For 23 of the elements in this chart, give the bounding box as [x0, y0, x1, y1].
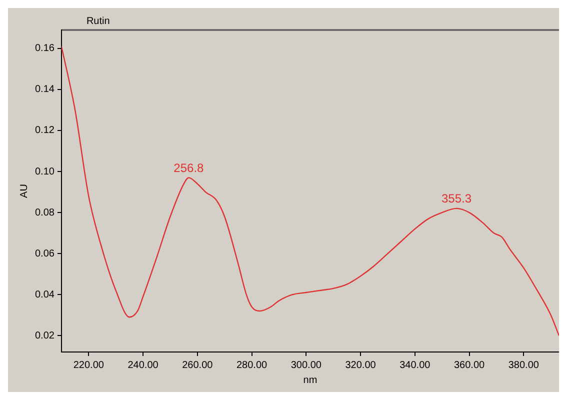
x-tick-label: 380.00 — [508, 360, 540, 371]
chart-title: Rutin — [86, 16, 110, 27]
x-tick-label: 340.00 — [400, 360, 431, 371]
y-tick-label: 0.14 — [34, 84, 55, 96]
x-tick-label: 300.00 — [290, 360, 322, 371]
line-series — [61, 46, 559, 336]
y-tick-label: 0.16 — [34, 43, 55, 54]
y-axis-title: AU — [18, 184, 30, 198]
x-tick-label: 220.00 — [73, 360, 104, 371]
y-tick-label: 0.12 — [34, 125, 55, 136]
x-tick-label: 360.00 — [454, 360, 486, 371]
annotation: 355.3 — [441, 192, 472, 206]
x-tick-label: 260.00 — [182, 360, 214, 371]
y-tick-label: 0.08 — [34, 207, 55, 218]
y-tick-label: 0.04 — [34, 289, 55, 300]
y-tick-label: 0.02 — [34, 330, 55, 342]
y-tick-label: 0.10 — [34, 166, 55, 178]
x-tick-label: 240.00 — [128, 360, 159, 371]
annotation: 256.8 — [174, 160, 204, 175]
x-tick-label: 280.00 — [236, 360, 268, 371]
x-axis-title: nm — [303, 374, 318, 386]
y-tick-label: 0.06 — [34, 248, 55, 260]
x-tick-label: 320.00 — [345, 360, 376, 371]
